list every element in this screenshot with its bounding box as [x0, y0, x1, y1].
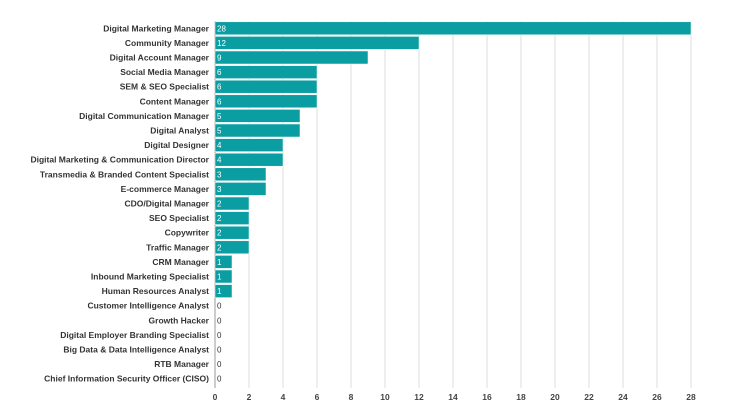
bar	[214, 94, 318, 109]
x-tick-label: 28	[686, 392, 696, 402]
x-tick-label: 12	[414, 392, 424, 402]
category-label: Content Manager	[140, 96, 210, 106]
category-label: CDO/Digital Manager	[124, 199, 209, 209]
category-label: Big Data & Data Intelligence Analyst	[63, 345, 209, 355]
value-label: 5	[217, 127, 222, 136]
bar	[214, 21, 692, 36]
value-label: 1	[217, 258, 222, 267]
x-tick-label: 6	[315, 392, 320, 402]
category-label: Community Manager	[125, 38, 210, 48]
category-label: SEO Specialist	[149, 213, 209, 223]
value-label: 2	[217, 214, 222, 223]
x-tick-label: 4	[281, 392, 286, 402]
category-label: CRM Manager	[152, 257, 209, 267]
bar	[214, 196, 250, 211]
bar	[214, 225, 250, 240]
category-label: Digital Analyst	[150, 126, 209, 136]
bar	[214, 269, 233, 284]
value-label: 1	[217, 273, 222, 282]
x-tick-label: 26	[652, 392, 662, 402]
bar	[214, 50, 369, 65]
value-label: 0	[217, 375, 222, 384]
x-axis: 0 2 4 6 8 10 12 14 16 18 20 22 24 26 28	[213, 392, 696, 402]
value-label: 0	[217, 316, 222, 325]
category-label: Copywriter	[165, 228, 210, 238]
value-label: 12	[217, 39, 226, 48]
bar	[214, 152, 284, 167]
bar	[214, 123, 301, 138]
x-tick-label: 14	[448, 392, 458, 402]
category-label: Digital Account Manager	[110, 53, 210, 63]
value-label: 2	[217, 229, 222, 238]
x-tick-label: 18	[516, 392, 526, 402]
value-label: 6	[217, 83, 222, 92]
x-tick-label: 22	[584, 392, 594, 402]
bar	[214, 109, 301, 123]
value-label: 0	[217, 331, 222, 340]
value-label: 9	[217, 54, 222, 63]
category-label: Digital Employer Branding Specialist	[60, 330, 209, 340]
value-label: 3	[217, 185, 222, 194]
category-label: Chief Information Security Officer (CISO…	[44, 374, 209, 384]
value-label: 2	[217, 243, 222, 252]
bar	[214, 182, 267, 196]
bar	[214, 167, 267, 182]
bar	[214, 138, 284, 152]
bars	[214, 21, 692, 298]
bar	[214, 211, 250, 225]
value-label: 5	[217, 112, 222, 121]
x-tick-label: 20	[550, 392, 560, 402]
category-label: Traffic Manager	[146, 242, 210, 252]
category-label: Social Media Manager	[120, 67, 209, 77]
value-label: 0	[217, 346, 222, 355]
value-label: 1	[217, 287, 222, 296]
bar	[214, 284, 233, 298]
value-label: 6	[217, 97, 222, 106]
category-label: Digital Designer	[144, 140, 209, 150]
x-tick-label: 10	[380, 392, 390, 402]
x-tick-label: 16	[482, 392, 492, 402]
value-labels: 28 12 9 6 6 6 5 5 4 4 3 3 2 2 2 2 1 1 1 0 0 0 0 0 0	[217, 24, 226, 383]
category-label: SEM & SEO Specialist	[120, 82, 209, 92]
gridlines	[214, 21, 692, 388]
category-label: Transmedia & Branded Content Specialist	[40, 169, 209, 179]
category-label: Digital Marketing & Communication Direct…	[30, 155, 209, 165]
value-label: 0	[217, 302, 222, 311]
value-label: 4	[217, 141, 222, 150]
category-label: Digital Communication Manager	[79, 111, 210, 121]
value-label: 6	[217, 68, 222, 77]
value-label: 0	[217, 360, 222, 369]
category-label: Growth Hacker	[149, 315, 210, 325]
x-tick-label: 8	[349, 392, 354, 402]
category-labels: Digital Marketing Manager Community Manag…	[30, 23, 209, 383]
category-label: RTB Manager	[154, 359, 209, 369]
value-label: 28	[217, 24, 226, 33]
value-label: 4	[217, 156, 222, 165]
x-tick-label: 2	[247, 392, 252, 402]
category-label: Human Resources Analyst	[102, 286, 210, 296]
category-label: Inbound Marketing Specialist	[91, 272, 209, 282]
value-label: 3	[217, 170, 222, 179]
bar	[214, 65, 318, 79]
category-label: Digital Marketing Manager	[103, 23, 209, 33]
category-label: Customer Intelligence Analyst	[87, 301, 209, 311]
bar	[214, 36, 420, 50]
x-tick-label: 0	[213, 392, 218, 402]
bar	[214, 240, 250, 255]
value-label: 2	[217, 200, 222, 209]
x-tick-label: 24	[618, 392, 628, 402]
bar	[214, 79, 318, 94]
bar	[214, 255, 233, 269]
category-label: E-commerce Manager	[121, 184, 210, 194]
